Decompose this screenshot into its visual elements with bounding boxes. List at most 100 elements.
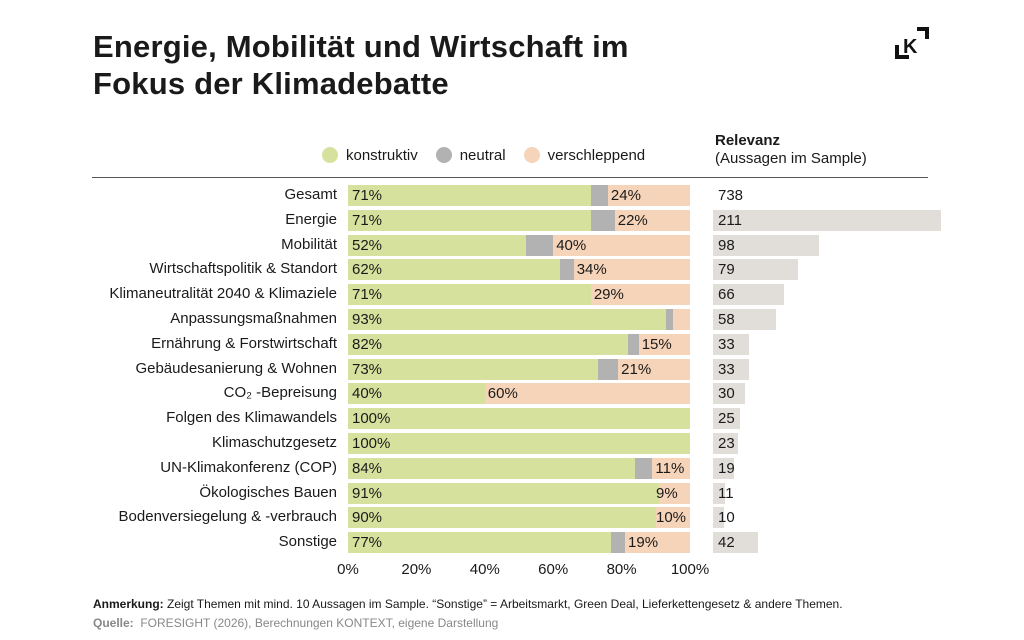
konstruktiv-value-label: 90%	[352, 509, 383, 527]
verschleppend-bar	[590, 284, 690, 306]
category-label: Mobilität	[281, 235, 337, 253]
legend-label: konstruktiv	[346, 147, 418, 164]
relevance-value: 79	[718, 261, 735, 279]
verschleppend-value-label: 19%	[628, 534, 659, 552]
category-label: Gebäudesanierung & Wohnen	[135, 359, 337, 377]
legend-neutral: neutral	[435, 147, 506, 164]
konstruktiv-value-label: 71%	[352, 187, 383, 204]
category-label: UN-Klimakonferenz (COP)	[160, 458, 337, 476]
relevance-title: Relevanz	[715, 132, 781, 149]
verschleppend-bar	[652, 457, 690, 479]
verschleppend-value-label: 60%	[487, 385, 518, 403]
category-label: CO₂ -Bepreisung	[223, 384, 337, 402]
verschleppend-bar	[638, 333, 690, 355]
source-label: Quelle:	[93, 616, 134, 630]
konstruktiv-bar	[348, 185, 591, 206]
category-label: Ökologisches Bauen	[199, 483, 337, 501]
x-tick-label: 40%	[469, 561, 500, 578]
verschleppend-bar	[618, 358, 690, 380]
category-label: Ernährung & Forstwirtschaft	[151, 334, 337, 352]
note-text: Zeigt Themen mit mind. 10 Aussagen im Sa…	[163, 597, 843, 611]
verschleppend-value-label: 40%	[556, 236, 587, 254]
relevance-bar	[713, 309, 776, 330]
svg-text:K: K	[903, 36, 918, 58]
neutral-bar	[525, 234, 554, 256]
relevance-bar	[713, 507, 724, 529]
verschleppend-bar	[659, 482, 690, 504]
konstruktiv-bar	[348, 284, 591, 306]
verschleppend-bar	[607, 185, 690, 206]
neutral-bar	[635, 457, 653, 479]
relevance-bar	[713, 333, 749, 355]
verschleppend-value-label: 9%	[656, 484, 678, 502]
konstruktiv-value-label: 100%	[352, 435, 391, 452]
konstruktiv-bar	[348, 309, 667, 330]
konstruktiv-value-label: 91%	[352, 484, 383, 502]
verschleppend-value-label: 15%	[641, 335, 672, 353]
verschleppend-value-label: 11%	[655, 459, 685, 477]
source-text: FORESIGHT (2026), Berechnungen KONTEXT, …	[133, 616, 499, 630]
title-line-2: Fokus der Klimadebatte	[93, 66, 449, 101]
konstruktiv-value-label: 71%	[352, 211, 383, 229]
konstruktiv-value-label: 100%	[352, 410, 391, 428]
category-label: Anpassungsmaßnahmen	[170, 310, 337, 327]
verschleppend-value-label: 10%	[656, 509, 687, 527]
category-label: Klimaneutralität 2040 & Klimaziele	[109, 285, 337, 303]
chart-title: Energie, Mobilität und Wirtschaft im Foku…	[93, 28, 629, 102]
x-tick-label: 100%	[670, 561, 710, 578]
x-tick-label: 0%	[337, 561, 359, 578]
konstruktiv-value-label: 62%	[352, 261, 383, 279]
neutral-swatch-icon	[435, 147, 452, 163]
verschleppend-swatch-icon	[523, 147, 540, 163]
verschleppend-bar	[655, 507, 690, 529]
neutral-bar	[628, 333, 639, 355]
konstruktiv-bar	[348, 482, 660, 504]
verschleppend-value-label: 22%	[617, 211, 648, 229]
relevance-bar	[713, 457, 734, 479]
konstruktiv-value-label: 52%	[352, 236, 383, 254]
konstruktiv-bar	[348, 358, 598, 380]
relevance-bar	[713, 383, 746, 405]
relevance-bar	[713, 209, 941, 231]
header-divider	[92, 177, 928, 178]
verschleppend-bar	[614, 209, 690, 231]
relevance-value: 19	[718, 459, 735, 477]
konstruktiv-swatch-icon	[322, 147, 338, 163]
x-tick-label: 60%	[538, 561, 569, 578]
neutral-bar	[590, 209, 615, 231]
relevance-value: 738	[718, 187, 744, 204]
relevance-value: 211	[718, 211, 742, 229]
konstruktiv-bar	[348, 259, 561, 281]
legend-label: neutral	[459, 147, 506, 164]
relevance-value: 66	[718, 286, 735, 304]
legend-label: verschleppend	[547, 147, 646, 164]
note: Anmerkung: Zeigt Themen mit mind. 10 Aus…	[93, 597, 843, 611]
neutral-bar	[611, 532, 625, 554]
category-label: Gesamt	[284, 186, 337, 203]
legend: konstruktiv neutral verschleppend	[322, 147, 645, 164]
relevance-bar	[713, 234, 819, 256]
relevance-value: 11	[718, 484, 734, 502]
verschleppend-bar	[484, 383, 690, 405]
category-label: Folgen des Klimawandels	[166, 409, 337, 427]
relevance-value: 25	[718, 410, 735, 428]
relevance-value: 23	[718, 435, 735, 452]
neutral-bar	[590, 185, 608, 206]
konstruktiv-bar	[348, 457, 636, 479]
relevance-bar	[713, 358, 749, 380]
relevance-header: Relevanz (Aussagen im Sample)	[715, 132, 867, 168]
verschleppend-value-label: 21%	[621, 360, 652, 378]
legend-verschleppend: verschleppend	[523, 147, 646, 164]
konstruktiv-value-label: 71%	[352, 286, 383, 304]
category-label: Wirtschaftspolitik & Standort	[149, 260, 337, 278]
relevance-bar	[713, 259, 799, 281]
category-label: Sonstige	[278, 533, 337, 551]
category-label: Bodenversiegelung & -verbrauch	[118, 508, 337, 526]
source: Quelle: FORESIGHT (2026), Berechnungen K…	[93, 616, 498, 630]
kontext-logo-icon: K	[895, 27, 929, 59]
konstruktiv-value-label: 77%	[352, 534, 383, 552]
relevance-bar	[713, 408, 740, 430]
verschleppend-bar	[672, 309, 690, 330]
relevance-value: 98	[718, 236, 735, 254]
relevance-bar	[713, 532, 759, 554]
